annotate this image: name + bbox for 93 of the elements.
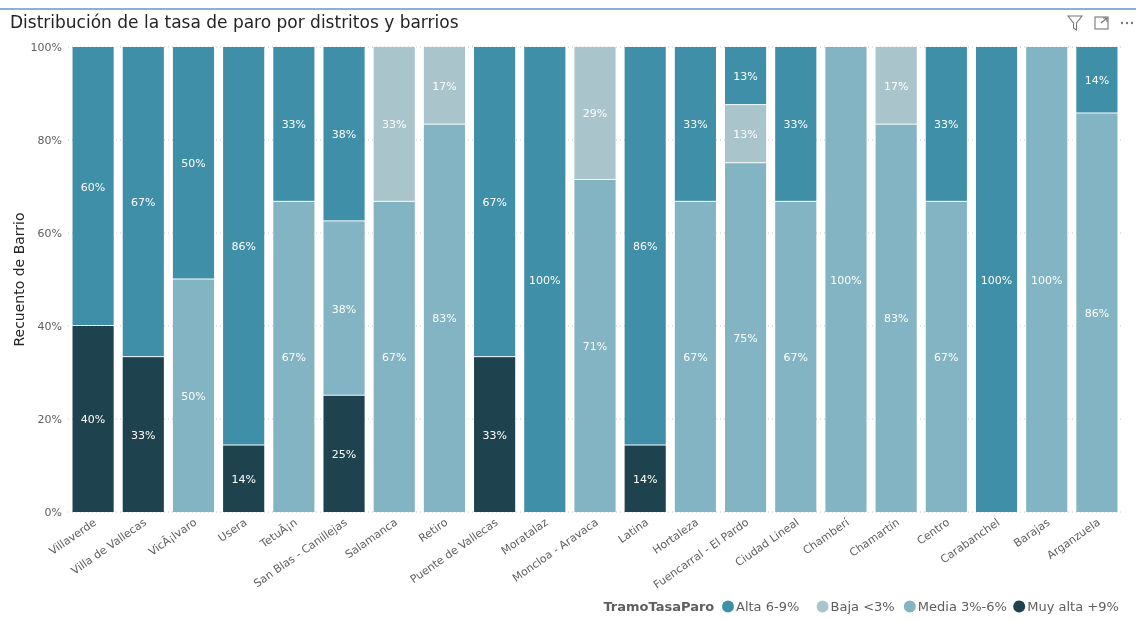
data-label: 67% — [382, 350, 407, 364]
bar — [775, 201, 817, 512]
bar — [825, 47, 867, 512]
bar — [323, 395, 365, 512]
data-label: 33% — [482, 428, 507, 442]
data-label: 33% — [382, 118, 407, 132]
data-label: 13% — [733, 70, 758, 84]
bar — [1026, 47, 1068, 512]
data-label: 100% — [1030, 273, 1063, 287]
bar — [624, 445, 666, 512]
bar — [724, 47, 767, 105]
legend-label: Alta 6-9% — [736, 599, 800, 614]
data-label: 100% — [529, 273, 561, 287]
y-tick-label: 60% — [37, 227, 62, 240]
bar — [223, 445, 265, 512]
data-label: 60% — [80, 180, 106, 194]
data-label: 29% — [582, 107, 608, 121]
bar — [273, 201, 315, 512]
legend-label: Baja <3% — [830, 599, 895, 614]
data-label: 33% — [281, 118, 307, 132]
data-label: 67% — [131, 196, 156, 210]
data-label: 67% — [683, 350, 708, 364]
bar — [724, 105, 767, 163]
bar — [373, 201, 415, 512]
bar — [72, 47, 114, 325]
data-label: 83% — [883, 312, 909, 326]
data-label: 100% — [830, 273, 862, 287]
bar — [624, 47, 666, 445]
data-label: 50% — [181, 389, 206, 403]
bar — [323, 221, 365, 395]
legend-label: Media 3%-6% — [917, 599, 1007, 614]
data-label: 50% — [181, 157, 206, 171]
legend-title: TramoTasaParo — [603, 599, 715, 614]
bar — [423, 47, 466, 124]
bar — [172, 279, 215, 512]
data-label: 38% — [331, 302, 357, 316]
data-label: 33% — [783, 118, 808, 132]
data-label: 38% — [331, 128, 357, 142]
bar — [474, 357, 516, 512]
bar — [122, 357, 164, 512]
bar — [574, 47, 616, 179]
bar — [373, 47, 415, 201]
legend-label: Muy alta +9% — [1027, 599, 1119, 614]
bar — [875, 47, 917, 124]
y-tick-label: 0% — [44, 506, 62, 519]
data-label: 83% — [432, 312, 457, 326]
data-label: 33% — [131, 428, 156, 442]
data-label: 33% — [934, 118, 959, 132]
bar — [975, 47, 1018, 512]
data-label: 33% — [683, 118, 708, 132]
data-label: 71% — [582, 339, 608, 353]
bar — [875, 124, 917, 512]
bar — [574, 179, 616, 512]
bar — [524, 47, 566, 512]
y-tick-label: 80% — [37, 134, 62, 147]
data-label: 100% — [980, 273, 1013, 287]
data-label: 86% — [231, 240, 256, 254]
bar — [674, 201, 716, 512]
y-axis-title: Recuento de Barrio — [11, 212, 27, 347]
data-label: 14% — [1084, 74, 1110, 88]
bar — [925, 201, 967, 512]
data-label: 25% — [331, 447, 357, 461]
bar — [775, 47, 817, 201]
bar — [223, 47, 265, 445]
data-label: 17% — [432, 79, 457, 93]
data-label: 17% — [883, 79, 909, 93]
chart-title: Distribución de la tasa de paro por distritos y barrios — [10, 12, 459, 32]
data-label: 14% — [231, 472, 256, 486]
bar — [1076, 47, 1118, 113]
y-tick-label: 20% — [37, 413, 62, 426]
data-label: 86% — [632, 240, 658, 254]
data-label: 75% — [733, 331, 758, 345]
y-tick-label: 100% — [30, 41, 62, 54]
bar — [724, 163, 767, 512]
data-label: 14% — [632, 472, 658, 486]
bar — [72, 326, 114, 512]
bar — [474, 47, 516, 357]
y-tick-label: 40% — [37, 320, 62, 333]
data-label: 67% — [482, 196, 507, 210]
bar — [423, 124, 466, 512]
bar — [925, 47, 967, 201]
bar — [122, 47, 164, 357]
bar — [674, 47, 716, 201]
bar — [323, 47, 365, 221]
data-label: 13% — [733, 128, 758, 142]
data-label: 86% — [1084, 306, 1110, 320]
data-label: 67% — [281, 350, 307, 364]
data-label: 67% — [934, 350, 959, 364]
data-label: 40% — [80, 413, 106, 426]
data-label: 67% — [783, 350, 808, 364]
bar — [273, 47, 315, 201]
bar — [1076, 113, 1118, 512]
bar — [172, 47, 215, 279]
